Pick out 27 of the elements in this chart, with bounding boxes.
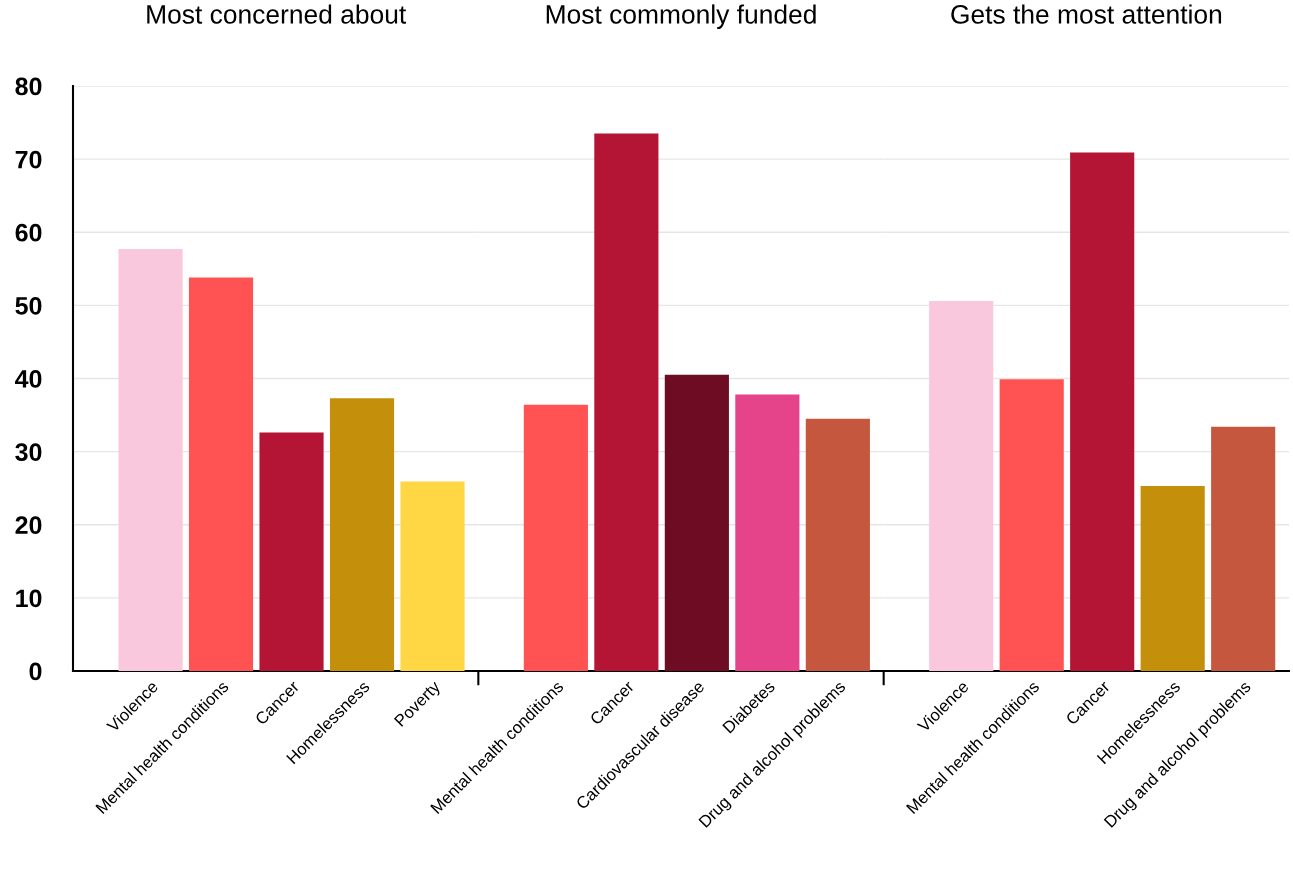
bar	[1140, 485, 1205, 671]
chart-title: Most concerned about	[147, 4, 407, 24]
y-tick-label: 10	[16, 589, 42, 608]
bar	[523, 404, 588, 671]
y-tick-label: 80	[15, 77, 42, 96]
y-tick-label: 70	[15, 150, 42, 169]
bar	[805, 418, 870, 671]
y-tick-label: 60	[15, 223, 42, 242]
bar	[664, 374, 729, 671]
y-tick-label: 40	[15, 370, 42, 388]
y-tick-label: 30	[15, 443, 42, 461]
bar	[735, 394, 800, 671]
y-tick-label: 50	[15, 296, 42, 315]
chart-title: Most commonly funded	[546, 4, 816, 29]
bar	[118, 249, 183, 671]
bar	[329, 398, 395, 671]
y-tick-label: 20	[15, 516, 42, 535]
bar	[1211, 426, 1276, 671]
chart-title: Gets the most attention	[951, 4, 1222, 24]
bar	[999, 379, 1064, 671]
bar	[594, 133, 659, 671]
y-tick-label: 0	[29, 662, 42, 681]
bar	[259, 432, 324, 671]
bar	[188, 277, 254, 671]
bar	[1070, 152, 1135, 671]
bar	[929, 300, 994, 671]
bar	[400, 481, 465, 671]
